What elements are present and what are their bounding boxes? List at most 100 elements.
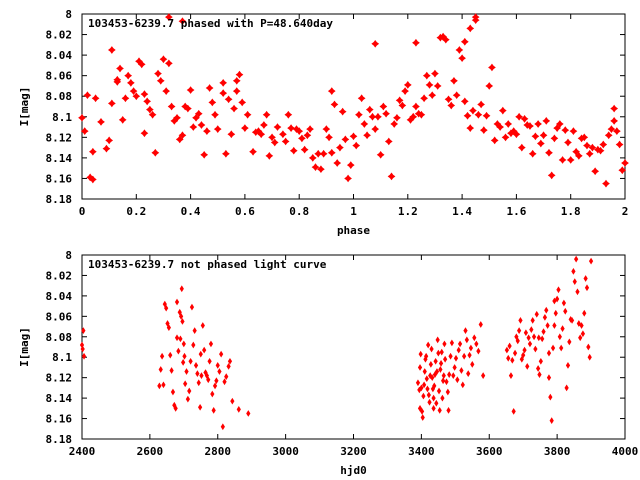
data-point: [485, 82, 494, 90]
data-point: [214, 377, 219, 385]
data-point: [162, 300, 167, 308]
data-point: [311, 163, 320, 172]
data-point: [426, 391, 431, 399]
data-point: [436, 387, 442, 395]
data-point: [580, 133, 589, 142]
data-point: [445, 388, 450, 396]
data-point: [544, 306, 549, 314]
data-point: [540, 335, 545, 343]
data-point: [425, 385, 430, 393]
y-tick-label: 8.18: [46, 433, 73, 446]
data-point: [403, 81, 412, 89]
x-axis-label: phase: [337, 224, 370, 237]
chart-title: 103453-6239.7 phased with P=48.640day: [88, 17, 333, 30]
data-point: [477, 100, 485, 109]
x-tick-label: 1.2: [398, 205, 418, 218]
data-point: [462, 352, 467, 360]
data-point: [232, 76, 241, 85]
data-point: [424, 375, 429, 383]
data-point: [91, 94, 100, 103]
data-point: [204, 372, 210, 379]
data-point: [174, 298, 180, 306]
data-point: [441, 35, 450, 44]
data-point: [338, 107, 347, 116]
data-point: [211, 407, 216, 414]
data-point: [178, 312, 184, 320]
data-point: [78, 113, 86, 122]
data-point: [409, 112, 418, 121]
data-point: [210, 390, 215, 398]
data-point: [371, 39, 380, 48]
data-point: [222, 149, 230, 158]
data-point: [607, 125, 616, 133]
data-point: [569, 317, 575, 324]
data-point: [270, 138, 279, 147]
data-point: [178, 131, 187, 140]
data-point: [390, 120, 399, 128]
data-point: [376, 150, 385, 159]
data-point: [448, 352, 453, 360]
data-point: [588, 257, 594, 265]
data-point: [298, 134, 306, 143]
data-point: [137, 60, 146, 69]
data-point: [523, 329, 529, 337]
data-point: [574, 151, 583, 160]
data-point: [521, 351, 526, 359]
data-point: [450, 76, 458, 85]
y-tick-label: 8.18: [46, 193, 73, 206]
data-point: [205, 84, 214, 92]
data-point: [238, 98, 247, 107]
data-point: [436, 349, 441, 357]
y-tick-label: 8: [65, 8, 72, 21]
data-point: [246, 410, 251, 417]
data-point: [517, 143, 526, 152]
data-point: [419, 408, 425, 415]
x-tick-label: 3800: [544, 445, 571, 458]
data-point: [165, 59, 173, 68]
data-point: [140, 129, 149, 138]
data-point: [596, 146, 605, 155]
data-point: [572, 278, 577, 285]
data-point: [167, 102, 176, 111]
data-point: [546, 374, 552, 382]
data-point: [165, 320, 170, 327]
data-point: [140, 90, 149, 99]
data-point: [180, 318, 185, 325]
y-tick-label: 8: [65, 249, 72, 262]
data-point: [576, 320, 581, 327]
data-point: [235, 70, 244, 79]
data-point: [395, 96, 404, 105]
data-point: [319, 149, 328, 158]
data-point: [472, 334, 477, 342]
data-point: [222, 378, 227, 386]
y-tick-label: 8.04: [46, 49, 73, 62]
data-point: [555, 295, 560, 303]
data-point: [599, 140, 608, 149]
data-point: [567, 338, 572, 346]
data-point: [387, 172, 396, 181]
data-point: [506, 354, 511, 362]
data-point: [431, 69, 439, 78]
data-point: [496, 123, 504, 131]
data-point: [325, 133, 333, 142]
data-point: [80, 127, 89, 136]
data-point: [281, 137, 290, 146]
x-tick-label: 2800: [205, 445, 232, 458]
data-point: [471, 16, 480, 25]
x-tick-label: 0.2: [126, 205, 146, 218]
data-point: [279, 130, 287, 139]
data-point: [545, 148, 553, 157]
data-point: [460, 97, 469, 106]
data-point: [421, 392, 426, 400]
x-tick-label: 1: [350, 205, 357, 218]
y-tick-label: 8.1: [52, 111, 72, 124]
data-point: [610, 104, 619, 113]
data-point: [546, 349, 552, 357]
data-point: [417, 110, 426, 119]
data-point: [124, 71, 133, 80]
data-point: [488, 63, 496, 72]
data-point: [81, 327, 86, 335]
y-tick-label: 8.02: [46, 29, 73, 42]
data-point: [327, 148, 336, 157]
data-point: [564, 384, 569, 392]
